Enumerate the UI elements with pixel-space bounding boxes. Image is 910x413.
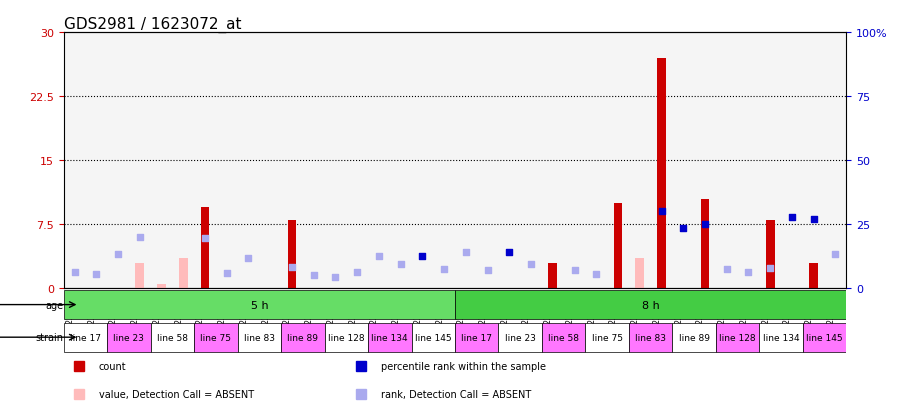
Point [720,266,734,273]
FancyBboxPatch shape [759,323,803,352]
Text: rank, Detection Call = ABSENT: rank, Detection Call = ABSENT [380,389,531,399]
Point [349,269,364,275]
FancyBboxPatch shape [368,323,411,352]
FancyBboxPatch shape [411,323,455,352]
Point [676,225,691,232]
Point [307,273,321,279]
FancyBboxPatch shape [803,323,846,352]
Point [763,265,777,271]
Text: line 89: line 89 [288,333,318,342]
Text: line 83: line 83 [244,333,275,342]
Point [524,261,539,268]
Text: line 75: line 75 [200,333,231,342]
Text: line 83: line 83 [635,333,666,342]
Text: line 145: line 145 [415,333,451,342]
Point [654,209,669,215]
Point [285,263,299,270]
Text: line 58: line 58 [157,333,187,342]
Point [741,269,755,275]
FancyBboxPatch shape [64,323,107,352]
Text: line 23: line 23 [114,333,145,342]
Bar [766,221,774,289]
Bar [809,263,818,289]
FancyBboxPatch shape [499,323,542,352]
Point [589,271,603,278]
Point [111,251,126,257]
Bar [136,263,144,289]
Text: line 134: line 134 [763,333,799,342]
FancyBboxPatch shape [107,323,151,352]
Point [415,253,430,260]
Bar [157,284,166,289]
Text: line 75: line 75 [592,333,622,342]
Text: 8 h: 8 h [642,300,660,310]
Bar [549,263,557,289]
Bar [657,59,666,289]
FancyBboxPatch shape [281,323,325,352]
FancyBboxPatch shape [64,290,455,320]
FancyBboxPatch shape [455,323,499,352]
FancyBboxPatch shape [629,323,672,352]
Point [197,235,212,242]
Text: line 17: line 17 [461,333,492,342]
FancyBboxPatch shape [672,323,716,352]
Point [67,269,82,275]
Text: strain: strain [35,332,64,342]
FancyBboxPatch shape [325,323,368,352]
FancyBboxPatch shape [238,323,281,352]
Bar [701,199,710,289]
Point [89,271,104,278]
FancyBboxPatch shape [455,290,846,320]
Point [567,267,581,274]
Bar [179,259,187,289]
Text: line 128: line 128 [328,333,365,342]
Text: line 128: line 128 [719,333,756,342]
Text: line 145: line 145 [806,333,843,342]
FancyBboxPatch shape [194,323,238,352]
Point [133,234,147,241]
FancyBboxPatch shape [542,323,585,352]
Point [828,251,843,257]
Point [784,214,799,221]
Point [502,249,517,256]
Point [393,261,408,268]
Point [806,216,821,223]
Point [219,270,234,277]
Text: line 23: line 23 [505,333,536,342]
Point [437,266,451,273]
Text: line 17: line 17 [70,333,101,342]
Bar [288,221,297,289]
Point [371,253,386,260]
Text: value, Detection Call = ABSENT: value, Detection Call = ABSENT [99,389,254,399]
Point [698,221,713,228]
Point [480,267,495,274]
FancyBboxPatch shape [585,323,629,352]
Point [459,249,473,256]
Text: line 134: line 134 [371,333,408,342]
Point [241,254,256,261]
Text: 5 h: 5 h [250,300,268,310]
Text: count: count [99,361,126,371]
FancyBboxPatch shape [716,323,759,352]
Bar [613,204,622,289]
Text: age: age [46,300,64,310]
Bar [635,259,644,289]
Text: percentile rank within the sample: percentile rank within the sample [380,361,546,371]
Point [329,274,343,280]
Text: line 58: line 58 [548,333,579,342]
Text: line 89: line 89 [679,333,710,342]
Text: GDS2981 / 1623072_at: GDS2981 / 1623072_at [64,17,241,33]
Bar [200,208,209,289]
FancyBboxPatch shape [151,323,194,352]
